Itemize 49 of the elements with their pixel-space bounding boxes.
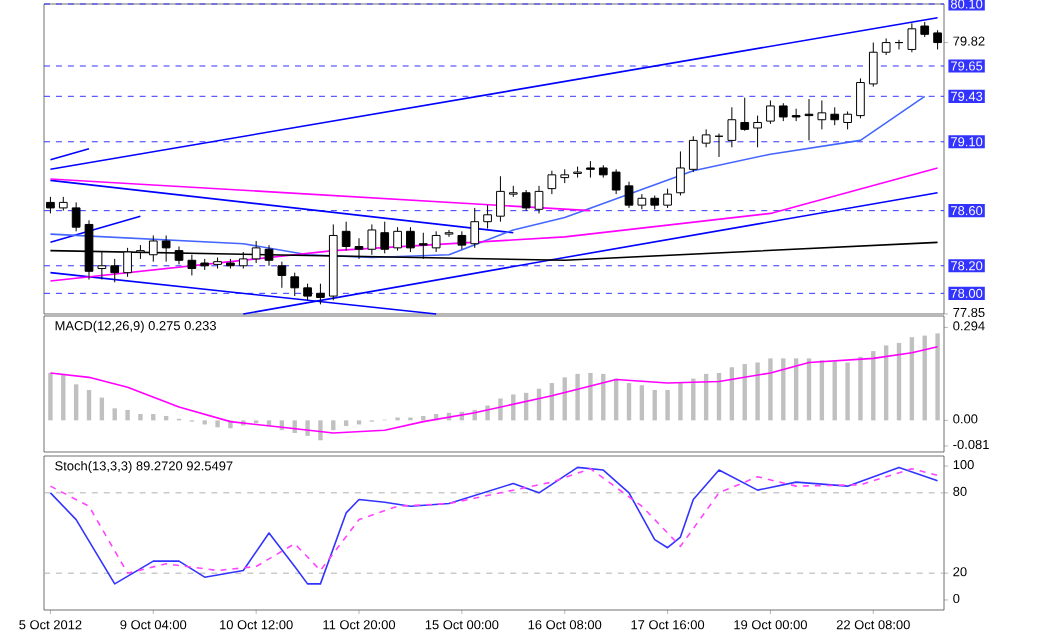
- candlestick: [406, 226, 415, 253]
- bar: [626, 383, 632, 421]
- bar: [845, 362, 850, 421]
- candlestick: [663, 188, 672, 209]
- bar: [125, 409, 130, 421]
- bar: [138, 414, 143, 421]
- candlestick: [688, 135, 698, 173]
- bar: [575, 373, 580, 421]
- bar: [652, 390, 657, 421]
- line-series: [49, 345, 939, 434]
- bar: [768, 358, 773, 421]
- bar: [73, 384, 79, 421]
- candlestick: [483, 204, 492, 230]
- bar: [215, 420, 220, 428]
- candlestick: [393, 226, 402, 252]
- candlestick: [290, 272, 300, 297]
- candlestick: [496, 175, 505, 223]
- line-series: [49, 167, 939, 282]
- bar: [48, 372, 53, 421]
- candlestick: [740, 97, 750, 132]
- bar: [498, 398, 503, 421]
- bar: [678, 383, 683, 421]
- bar: [331, 420, 336, 431]
- bar: [588, 372, 593, 421]
- bar: [935, 333, 940, 421]
- candlestick: [444, 229, 454, 238]
- bar: [318, 420, 323, 441]
- bar: [86, 390, 92, 421]
- candlestick: [676, 150, 685, 197]
- bar: [858, 356, 863, 421]
- bar: [665, 390, 670, 421]
- line-series: [49, 95, 926, 259]
- candlestick: [470, 207, 480, 249]
- candlestick: [431, 230, 441, 253]
- candlestick: [277, 261, 287, 289]
- bar: [755, 362, 760, 421]
- candlestick: [907, 22, 917, 53]
- candlestick: [766, 99, 775, 125]
- candlestick: [547, 170, 557, 195]
- candlestick: [933, 29, 942, 50]
- candlestick: [110, 258, 120, 283]
- candlestick: [316, 283, 325, 305]
- bar: [112, 408, 117, 421]
- candlestick: [856, 77, 865, 119]
- candlestick: [868, 42, 878, 88]
- bar: [639, 385, 645, 421]
- candlestick: [753, 115, 762, 148]
- candlestick: [727, 106, 737, 148]
- bar: [343, 420, 349, 427]
